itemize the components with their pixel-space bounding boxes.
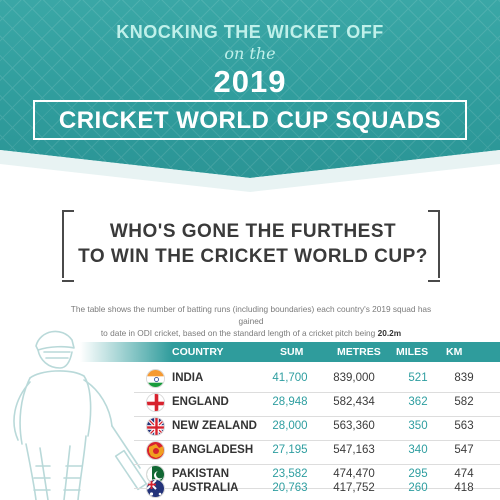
runs-sum: 28,948 (272, 396, 308, 408)
india-flag-icon (146, 369, 165, 388)
intro-line-1: The table shows the number of batting ru… (70, 304, 432, 326)
runs-sum: 23,582 (272, 468, 308, 480)
row-divider (134, 392, 500, 393)
page-title: CRICKET WORLD CUP SQUADS (58, 107, 442, 134)
england-flag-icon (146, 393, 165, 412)
metres-value: 563,360 (333, 420, 375, 432)
km-value: 547 (454, 444, 474, 456)
column-header-sum: SUM (280, 346, 304, 358)
section-heading-line-2: TO WIN THE CRICKET WORLD CUP? (78, 246, 428, 267)
section-heading-line-1: WHO'S GONE THE FURTHEST (109, 221, 397, 242)
runs-sum: 27,195 (272, 444, 308, 456)
banner-kicker: KNOCKING THE WICKET OFF (116, 22, 384, 42)
australia-flag-icon (146, 479, 165, 498)
column-header-metres: METRES (337, 346, 381, 358)
banner-kicker-sub: on the (224, 44, 276, 63)
new-zealand-flag-icon (146, 417, 165, 436)
section-heading-box: WHO'S GONE THE FURTHEST TO WIN THE CRICK… (62, 210, 440, 282)
runs-sum: 28,000 (272, 420, 308, 432)
row-divider (134, 416, 500, 417)
miles-value: 295 (408, 468, 428, 480)
banner-pattern (0, 0, 500, 178)
country-name: INDIA (172, 372, 204, 384)
title-frame: CRICKET WORLD CUP SQUADS (33, 100, 467, 140)
pakistan-flag-icon (146, 465, 165, 484)
banner-year: 2019 (213, 64, 287, 99)
intro-paragraph: The table shows the number of batting ru… (58, 303, 444, 339)
table-row: ENGLAND 28,948 582,434 362 582 (140, 391, 500, 415)
row-divider (134, 464, 500, 465)
cricketer-illustration (13, 330, 148, 500)
table-row: NEW ZEALAND 28,000 563,360 350 563 (140, 415, 500, 439)
country-name: PAKISTAN (172, 468, 230, 480)
country-name: BANGLADESH (172, 444, 254, 456)
runs-sum: 41,700 (272, 372, 308, 384)
km-value: 563 (454, 420, 474, 432)
table-row: BANGLADESH 27,195 547,163 340 547 (140, 439, 500, 463)
row-divider (134, 440, 500, 441)
km-value: 474 (454, 468, 474, 480)
table-header: COUNTRY SUM METRES MILES KM (80, 342, 500, 362)
intro-highlight: 20.2m (377, 328, 402, 338)
km-value: 839 (454, 372, 474, 384)
table-row: INDIA 41,700 839,000 521 839 (140, 367, 500, 391)
metres-value: 474,470 (333, 468, 375, 480)
km-value: 418 (454, 482, 474, 494)
column-header-miles: MILES (396, 346, 429, 358)
miles-value: 521 (408, 372, 428, 384)
miles-value: 260 (408, 482, 428, 494)
country-name: ENGLAND (172, 396, 229, 408)
country-name: NEW ZEALAND (172, 420, 257, 432)
metres-value: 417,752 (333, 482, 375, 494)
miles-value: 362 (408, 396, 428, 408)
metres-value: 582,434 (333, 396, 375, 408)
miles-value: 350 (408, 420, 428, 432)
table-row: AUSTRALIA 20,763 417,752 260 418 (140, 476, 500, 500)
intro-line-2: to date in ODI cricket, based on the sta… (100, 328, 378, 338)
miles-value: 340 (408, 444, 428, 456)
row-divider (134, 488, 500, 489)
column-header-km: KM (446, 346, 463, 358)
header-banner: KNOCKING THE WICKET OFF on the 2019 CRIC… (0, 0, 500, 178)
column-header-country: COUNTRY (172, 346, 224, 358)
bangladesh-flag-icon (146, 441, 165, 460)
table-row: PAKISTAN 23,582 474,470 295 474 (140, 463, 500, 487)
country-name: AUSTRALIA (172, 482, 239, 494)
runs-sum: 20,763 (272, 482, 308, 494)
km-value: 582 (454, 396, 474, 408)
metres-value: 547,163 (333, 444, 375, 456)
metres-value: 839,000 (333, 372, 375, 384)
